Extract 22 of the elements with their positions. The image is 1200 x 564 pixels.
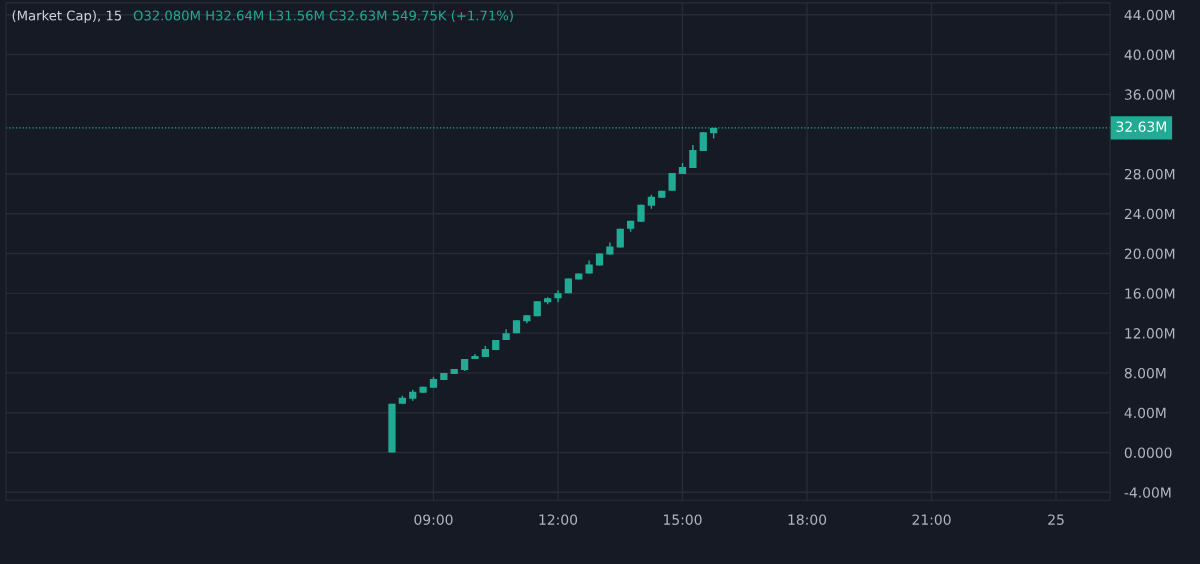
- x-tick-label: 09:00: [414, 514, 453, 525]
- ref-line-label: 32.63M: [1116, 121, 1166, 132]
- x-tick-label: 18:00: [788, 514, 827, 525]
- text: (Market Cap), 15: [12, 10, 122, 24]
- x-tick-label: 15:00: [664, 514, 702, 525]
- y-tick-label: 28.00M: [1124, 168, 1175, 180]
- y-tick-label: 36.00M: [1124, 89, 1175, 100]
- y-tick-label: 12.00M: [1125, 328, 1175, 339]
- x-tick-label: 21:00: [912, 514, 951, 525]
- y-tick-label: 0.0000: [1124, 447, 1172, 458]
- annotation: O32.080M H32.64M L31.56M C32.63M 549.75K (+1.71%): [133, 10, 513, 23]
- candlestick: [689, 144, 697, 169]
- y-tick-label: 20.00M: [1124, 248, 1175, 260]
- y-tick-label: -4.00M: [1124, 487, 1171, 498]
- y-tick-label: 24.00M: [1124, 208, 1175, 220]
- y-tick-label: 8.00M: [1124, 367, 1166, 379]
- x-tick-label: 12:00: [539, 514, 578, 525]
- y-tick-label: 16.00M: [1125, 288, 1175, 299]
- y-tick-label: 4.00M: [1124, 407, 1166, 419]
- y-tick-label: 40.00M: [1124, 49, 1175, 61]
- x-tick-label: 25: [1048, 514, 1064, 525]
- y-tick-label: 44.00M: [1124, 9, 1175, 21]
